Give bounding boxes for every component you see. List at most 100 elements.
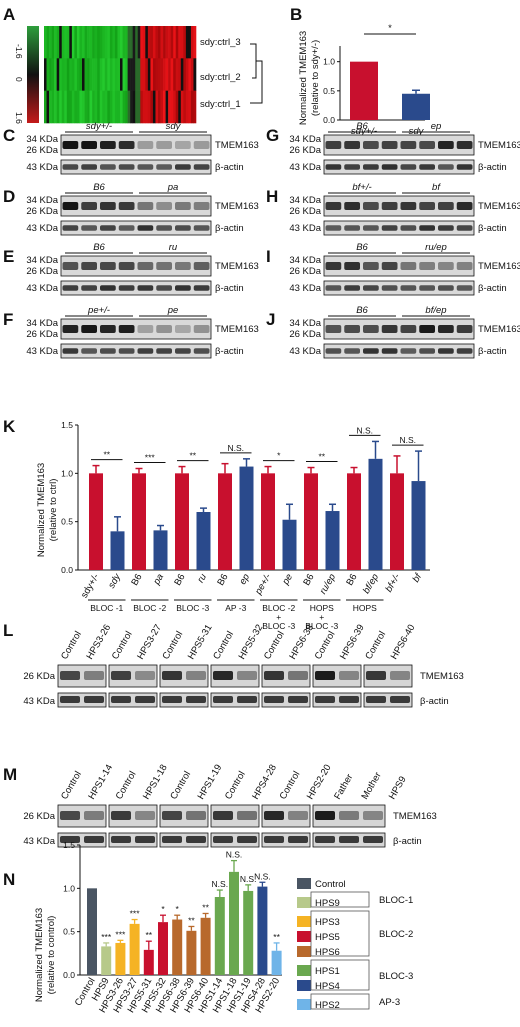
legend-group-label: BLOC-2 [379,929,413,940]
panel-n-chart: 0.00.51.01.5Control***HPS9***HPS3-26***H… [63,840,282,1015]
heatmap-cell [46,90,50,124]
legend-box [310,891,370,908]
bar [243,890,254,975]
heatmap-cell [122,26,126,59]
kda-marker: 26 KDa [26,145,58,156]
heatmap-cell [185,90,189,124]
lane-label: HPS2-20 [305,763,334,802]
heatmap-cell [94,26,98,59]
blot-band [325,225,342,231]
blot-band [363,811,383,820]
blot-band [315,811,335,820]
control-label: β-actin [420,696,449,707]
bar [390,473,404,570]
heatmap-cell [152,58,156,91]
group-label: BLOC -3 [176,603,209,613]
lane-label: Father [332,772,355,801]
blot-band [315,671,335,680]
legend-group-label: BLOC-3 [379,971,413,982]
heatmap-cell [155,90,159,124]
heatmap-cell [137,26,141,59]
blot-band [339,836,359,843]
kda-marker: 43 KDa [26,283,58,294]
group-label: BLOC -3 [305,621,338,631]
blot-band [118,141,135,149]
heatmap-cell [102,26,106,59]
blot-band [100,225,116,231]
blot-frame [323,159,475,175]
heatmap-cell [135,90,139,124]
panel-k-ylabel-line1: Normalized TMEM163 [36,463,47,557]
heatmap-cell [54,58,57,91]
significance-marker: N.S. [240,874,257,884]
heatmap-cell [44,58,47,91]
tick-label: 1.5 [61,420,73,430]
kda-marker: 26 KDa [289,329,321,340]
heatmap-row-label-2: sdy:ctrl_2 [200,72,241,83]
kda-marker: 26 KDa [289,145,321,156]
control-label: β-actin [478,223,507,234]
blot-band [315,696,335,703]
blot-band [156,262,172,270]
group-label: bf+/- [352,182,371,193]
category-label: ep [237,572,252,587]
blot-band [81,348,97,354]
blot-band [400,348,417,354]
protein-label: TMEM163 [215,261,259,272]
blot-band [175,262,191,270]
kda-marker: 34 KDa [289,255,321,266]
blot-band [60,836,80,843]
group-label: ru/ep [425,242,447,253]
heatmap-cell [56,58,60,91]
blot-band [419,262,435,270]
group-label: ru [169,242,178,253]
blot-band [438,325,454,333]
blot-band [344,285,360,291]
heatmap-cell [49,90,52,124]
kda-marker: 34 KDa [26,318,58,329]
significance-marker: ** [188,915,195,925]
blot-band [325,164,342,170]
blot-band [363,348,379,354]
heatmap-cell [109,58,113,91]
blot-band [84,671,104,680]
legend-label: HPS1 [315,966,340,977]
blot-band [363,164,379,170]
protein-label: TMEM163 [420,671,464,682]
blot-band [156,164,172,170]
heatmap-cell [69,26,73,59]
bar [271,950,282,975]
heatmap-cell [183,90,187,124]
heatmap-cell [160,90,164,124]
kda-marker: 43 KDa [289,223,321,234]
blot-band [381,225,398,231]
heatmap-cell [82,90,85,124]
bar [200,917,211,975]
blot-band [400,285,417,291]
heatmap-cell [145,58,149,91]
significance-marker: *** [101,932,112,942]
lane-label: Control [110,629,135,661]
blot-frame [60,220,212,236]
tick-label: 1.0 [323,57,335,67]
blot-band [344,141,360,149]
heatmap-cell [117,58,121,91]
blot-band [118,225,135,231]
heatmap-cell [102,58,106,91]
heatmap-cell [84,58,88,91]
significance-marker: * [388,23,392,34]
heatmap-cell [99,90,103,124]
category-label: pe [280,572,295,588]
blot-band [325,141,342,149]
heatmap-cell [64,26,68,59]
blot-band [137,325,154,333]
blot-band [400,164,417,170]
group-label: BLOC -3 [262,621,295,631]
significance-marker: ** [189,451,196,461]
blot-band [111,836,131,843]
lane-label: Control [161,629,186,661]
heatmap-cell [64,58,68,91]
kda-marker: 26 KDa [289,266,321,277]
blot-band [62,164,79,170]
